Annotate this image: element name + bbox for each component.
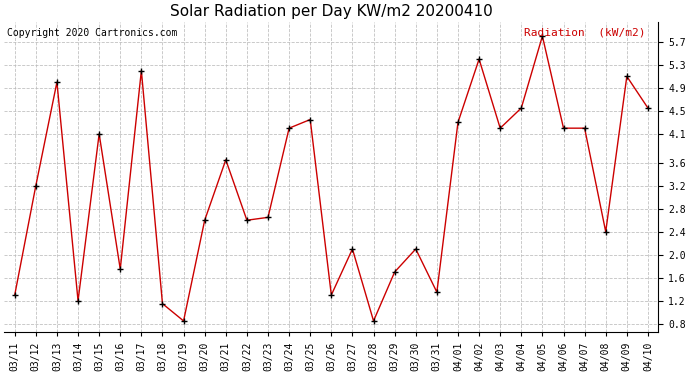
Text: Copyright 2020 Cartronics.com: Copyright 2020 Cartronics.com <box>8 28 178 38</box>
Title: Solar Radiation per Day KW/m2 20200410: Solar Radiation per Day KW/m2 20200410 <box>170 4 493 19</box>
Text: Radiation  (kW/m2): Radiation (kW/m2) <box>524 28 645 38</box>
